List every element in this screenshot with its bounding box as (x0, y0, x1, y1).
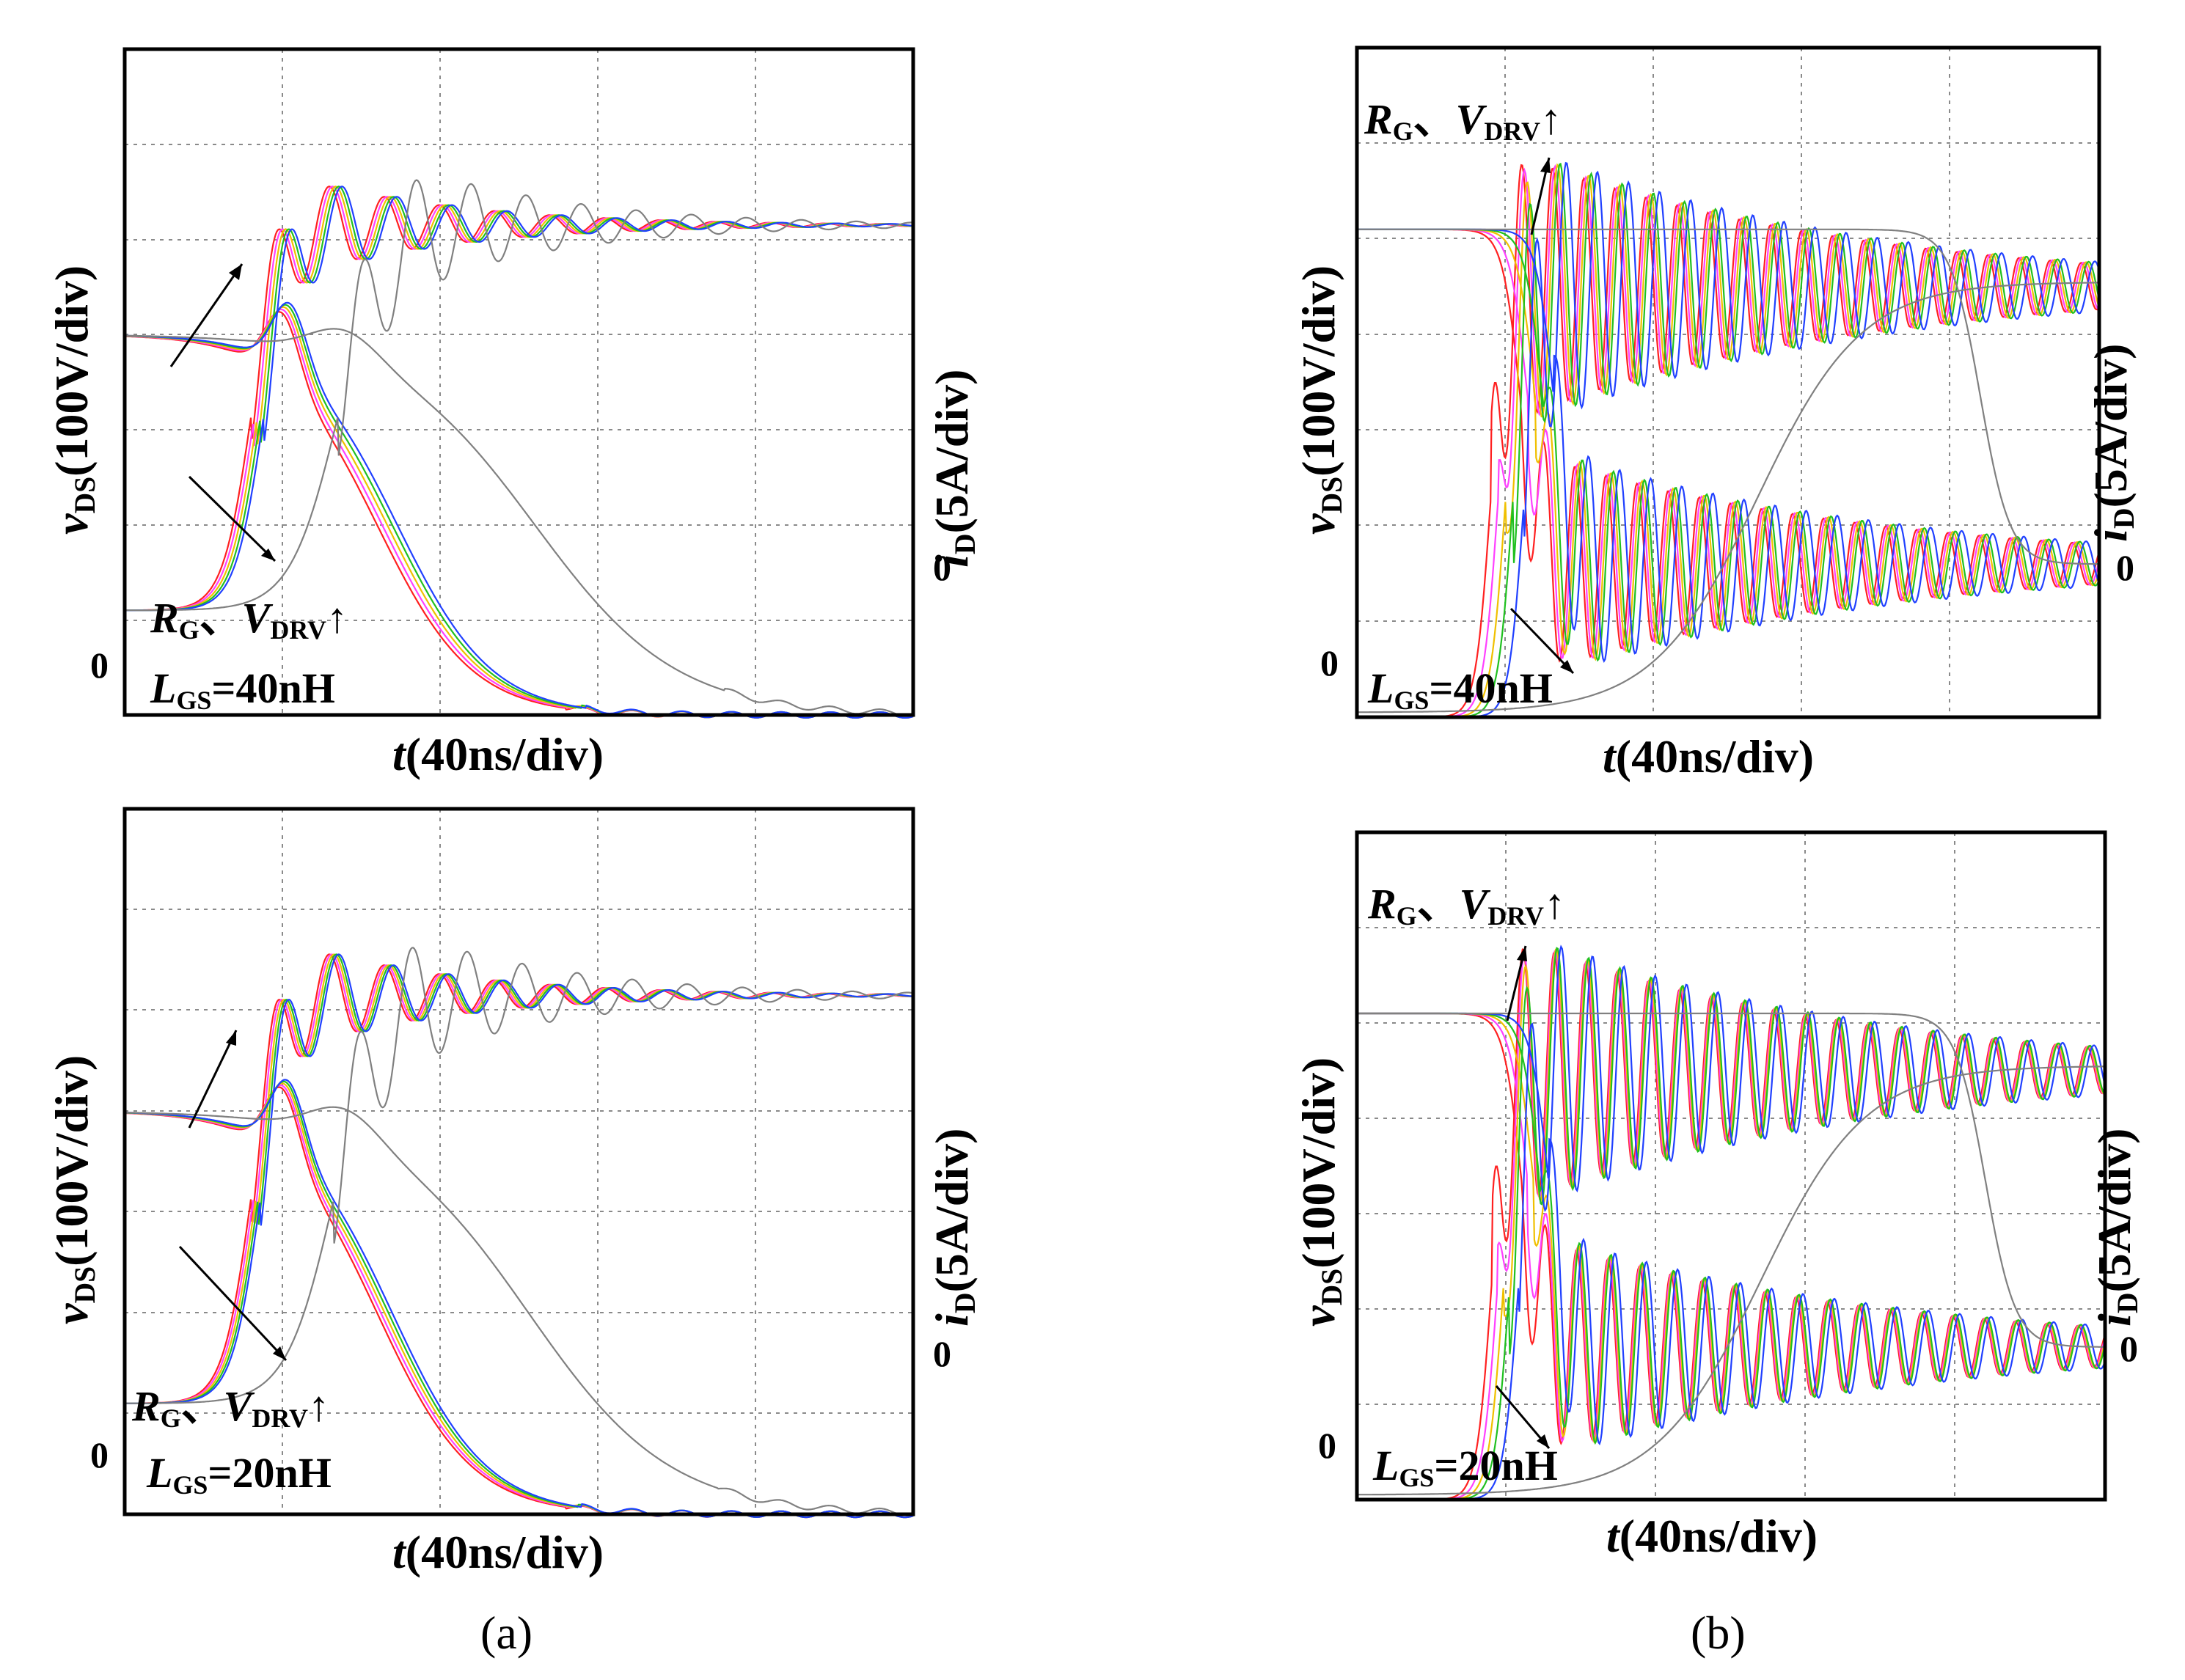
y-right-label: iD(5A/div) (926, 369, 981, 568)
id-trace-3 (125, 953, 913, 1404)
vds-trace-4 (125, 304, 914, 719)
id-trace-6 (1357, 1012, 2105, 1348)
id-trace-1 (125, 186, 914, 612)
y-left-label: vDS(100V/div) (1292, 1057, 1348, 1327)
chart-b-bottom (1355, 830, 2107, 1502)
grid (1357, 832, 2105, 1500)
zero-right: 0 (933, 547, 951, 588)
vds-trace-2 (1357, 950, 2106, 1501)
x-label: t(40ns/div) (1606, 1510, 1818, 1562)
zero-left: 0 (1320, 642, 1339, 683)
lgs-annotation: LGS=20nH (1373, 1442, 1558, 1492)
traces (1357, 944, 2107, 1501)
vds-trace-3 (1357, 163, 2101, 719)
id-trace-3 (1357, 1012, 2107, 1444)
zero-right: 0 (2116, 547, 2134, 588)
zero-left: 0 (90, 645, 109, 686)
caption-a: (a) (480, 1607, 533, 1659)
plot-frame (122, 47, 915, 717)
id-trace-5 (1357, 1012, 2107, 1445)
zero-right: 0 (2120, 1328, 2138, 1369)
y-left-label: vDS(100V/div) (1292, 265, 1348, 535)
vds-trace-6 (124, 1106, 914, 1516)
arrows (1509, 157, 1575, 675)
vds-trace-6 (124, 328, 914, 717)
zero-left: 0 (1318, 1425, 1336, 1466)
arrows (1495, 945, 1551, 1449)
id-trace-3 (125, 186, 913, 612)
zero-left: 0 (90, 1434, 109, 1475)
plot-frame (1355, 830, 2107, 1502)
x-label: t(40ns/div) (392, 1526, 604, 1578)
vds-trace-6 (1357, 282, 2099, 714)
y-left-label: vDS(100V/div) (45, 1054, 101, 1324)
y-right-label: iD(5A/div) (926, 1128, 981, 1327)
vds-trace-6 (1357, 1065, 2105, 1496)
arrows (178, 1030, 288, 1362)
id-trace-1 (1357, 228, 2101, 663)
panel-a-bottom: vDS(100V/div) iD(5A/div) 0 0 RG、VDRV↑ LG… (0, 792, 1027, 1599)
id-trace-5 (125, 186, 914, 612)
zero-right: 0 (933, 1333, 951, 1374)
plot-frame (122, 807, 915, 1516)
id-trace-5 (125, 953, 914, 1404)
rg-vdrv-annotation: RG、VDRV↑ (1364, 95, 1562, 146)
y-right-label: iD(5A/div) (2088, 1128, 2144, 1327)
caption-b: (b) (1691, 1607, 1746, 1659)
vds-trace-1 (124, 311, 914, 719)
chart-b-top (1355, 45, 2101, 719)
lgs-annotation: LGS=40nH (150, 664, 335, 715)
vds-trace-5 (124, 1079, 914, 1519)
lgs-annotation: LGS=20nH (147, 1449, 332, 1500)
panel-a-top: vDS(100V/div) iD(5A/div) 0 0 RG、VDRV↑ LG… (0, 0, 1027, 792)
chart-a-top (122, 47, 915, 719)
panel-b-top: vDS(100V/div) iD(5A/div) 0 0 RG、VDRV↑ LG… (1203, 0, 2185, 792)
id-trace-1 (1357, 1012, 2107, 1445)
grid (1357, 48, 2099, 717)
id-trace-4 (125, 953, 913, 1404)
id-trace-4 (1357, 1012, 2107, 1445)
y-left-label: vDS(100V/div) (45, 265, 101, 535)
id-trace-2 (125, 953, 914, 1404)
y-right-label: iD(5A/div) (2085, 343, 2140, 542)
id-trace-6 (125, 179, 914, 612)
vds-trace-3 (125, 306, 914, 719)
traces (1357, 161, 2101, 719)
x-label: t(40ns/div) (392, 728, 604, 780)
vds-trace-4 (1357, 947, 2106, 1501)
vds-trace-5 (1357, 944, 2107, 1501)
id-trace-1 (124, 953, 914, 1404)
rg-vdrv-annotation: RG、VDRV↑ (150, 594, 348, 645)
vds-trace-2 (125, 308, 914, 719)
grid (125, 809, 913, 1514)
traces (124, 179, 914, 719)
plot-frame (1355, 45, 2101, 719)
id-trace-6 (1357, 228, 2100, 565)
id-trace-2 (1357, 1012, 2107, 1443)
panel-b-bottom: vDS(100V/div) iD(5A/div) 0 0 RG、VDRV↑ LG… (1203, 792, 2185, 1599)
vds-trace-5 (125, 301, 914, 719)
traces (124, 947, 914, 1519)
arrows (169, 263, 277, 562)
id-trace-4 (1357, 228, 2101, 662)
x-label: t(40ns/div) (1603, 730, 1815, 782)
rg-vdrv-annotation: RG、VDRV↑ (1368, 880, 1565, 931)
vds-trace-1 (1357, 164, 2100, 719)
lgs-annotation: LGS=40nH (1368, 664, 1553, 715)
id-trace-6 (125, 947, 914, 1404)
rg-vdrv-annotation: RG、VDRV↑ (132, 1382, 329, 1433)
id-trace-2 (125, 186, 913, 612)
vds-trace-4 (1357, 162, 2101, 719)
id-trace-4 (125, 186, 914, 612)
id-trace-2 (1357, 228, 2101, 659)
chart-a-bottom (122, 807, 915, 1519)
